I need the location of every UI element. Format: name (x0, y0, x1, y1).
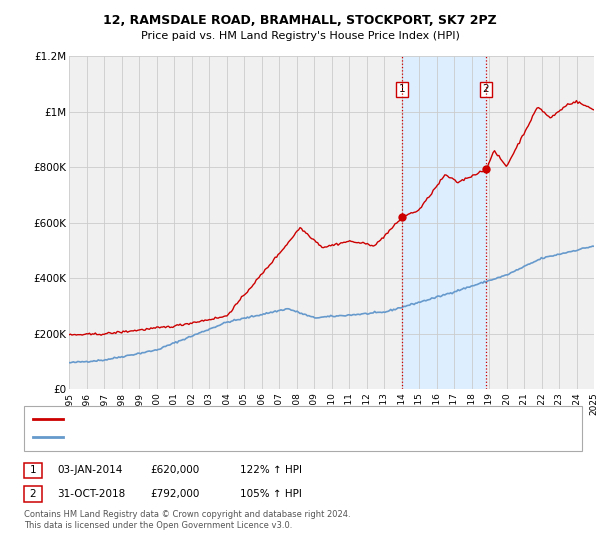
Text: 1: 1 (29, 465, 37, 475)
Text: This data is licensed under the Open Government Licence v3.0.: This data is licensed under the Open Gov… (24, 521, 292, 530)
Text: Contains HM Land Registry data © Crown copyright and database right 2024.: Contains HM Land Registry data © Crown c… (24, 510, 350, 519)
Text: 12, RAMSDALE ROAD, BRAMHALL, STOCKPORT, SK7 2PZ (detached house): 12, RAMSDALE ROAD, BRAMHALL, STOCKPORT, … (69, 413, 433, 423)
Text: 03-JAN-2014: 03-JAN-2014 (57, 465, 122, 475)
Text: 2: 2 (29, 489, 37, 499)
Text: £792,000: £792,000 (150, 489, 199, 499)
Text: HPI: Average price, detached house, Stockport: HPI: Average price, detached house, Stoc… (69, 432, 297, 442)
Text: 1: 1 (398, 85, 405, 94)
Text: 2: 2 (483, 85, 490, 94)
Text: 105% ↑ HPI: 105% ↑ HPI (240, 489, 302, 499)
Text: 12, RAMSDALE ROAD, BRAMHALL, STOCKPORT, SK7 2PZ: 12, RAMSDALE ROAD, BRAMHALL, STOCKPORT, … (103, 14, 497, 27)
Bar (401, 56, 486, 389)
Text: £620,000: £620,000 (150, 465, 199, 475)
Text: 31-OCT-2018: 31-OCT-2018 (57, 489, 125, 499)
Text: 122% ↑ HPI: 122% ↑ HPI (240, 465, 302, 475)
Text: Price paid vs. HM Land Registry's House Price Index (HPI): Price paid vs. HM Land Registry's House … (140, 31, 460, 41)
